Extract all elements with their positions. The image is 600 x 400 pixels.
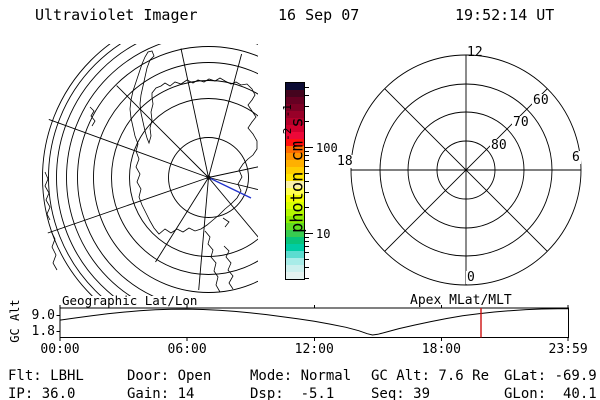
status-field: Mode: Normal: [250, 368, 352, 384]
colorbar-band: [286, 153, 304, 160]
colorbar-band: [286, 202, 304, 209]
status-field: GLat: -69.9: [504, 368, 597, 384]
geo-panel-caption: Geographic Lat/Lon: [62, 293, 198, 308]
satellite-track-line: [208, 176, 252, 199]
mlat-label-70: 70: [512, 115, 530, 130]
colorbar-band: [286, 118, 304, 125]
strip-x-tick-label: 23:59: [548, 342, 588, 357]
mlt-label-18: 18: [336, 154, 354, 169]
status-field: Gain: 14: [127, 386, 195, 400]
colorbar-band: [286, 139, 304, 146]
colorbar-band: [286, 237, 304, 244]
status-field: Flt: LBHL: [8, 368, 84, 384]
apex-panel-caption: Apex MLat/MLT: [410, 293, 512, 308]
mlt-label-12: 12: [467, 45, 483, 60]
strip-x-ticks: [59, 305, 569, 341]
colorbar-gradient: [285, 82, 305, 280]
status-field: Dsp: -5.1: [250, 386, 335, 400]
strip-y-axis-label: GC Alt: [8, 299, 22, 343]
apex-grid: [350, 54, 582, 286]
meridian-lines: [47, 48, 258, 291]
colorbar-band: [286, 216, 304, 223]
colorbar-band: [286, 146, 304, 153]
mlat-label-80: 80: [490, 138, 508, 153]
exponent: -1: [281, 104, 294, 118]
colorbar-band: [286, 244, 304, 251]
strip-x-tick-label: 00:00: [40, 342, 80, 357]
status-field: GC Alt: 7.6 Re: [371, 368, 490, 384]
mlt-label-6: 6: [571, 150, 581, 165]
mlat-label-60: 60: [532, 93, 550, 108]
colorbar-band: [286, 272, 304, 279]
subsatellite-point: [206, 175, 211, 180]
colorbar-band: [286, 223, 304, 230]
strip-x-tick-label: 12:00: [294, 342, 334, 357]
colorbar-band: [286, 104, 304, 111]
colorbar-band: [286, 195, 304, 202]
strip-x-tick-label: 18:00: [421, 342, 461, 357]
mlt-label-0: 0: [466, 270, 476, 285]
colorbar-unit-label: photon cm-2s-1: [281, 104, 308, 234]
geo-map: [42, 44, 258, 296]
colorbar-band: [286, 90, 304, 97]
altitude-strip-chart: [56, 305, 569, 341]
strip-ytick-1-8: 1.8: [31, 324, 55, 339]
colorbar-band: [286, 258, 304, 265]
exponent: -2: [281, 127, 294, 141]
colorbar-band: [286, 160, 304, 167]
time-readout: 19:52:14 UT: [455, 6, 555, 24]
colorbar-band: [286, 111, 304, 118]
colorbar-band: [286, 251, 304, 258]
latitude-circles: [42, 44, 258, 296]
app-title: Ultraviolet Imager: [35, 6, 198, 24]
status-field: GLon: 40.1: [504, 386, 597, 400]
colorbar-band: [286, 209, 304, 216]
colorbar-band: [286, 167, 304, 174]
colorbar-band: [286, 230, 304, 237]
status-field: Door: Open: [127, 368, 212, 384]
colorbar-band: [286, 181, 304, 188]
coastline: [44, 50, 258, 293]
colorbar-band: [286, 132, 304, 139]
colorbar-band: [286, 174, 304, 181]
date-readout: 16 Sep 07: [278, 6, 360, 24]
strip-x-tick-label: 06:00: [167, 342, 207, 357]
altitude-curve: [59, 308, 569, 336]
status-field: IP: 36.0: [8, 386, 76, 400]
status-field: Seq: 39: [371, 386, 431, 400]
colorbar-band: [286, 188, 304, 195]
strip-ytick-9: 9.0: [31, 308, 55, 323]
colorbar-band: [286, 125, 304, 132]
colorbar-band: [286, 265, 304, 272]
colorbar-band: [286, 83, 304, 90]
colorbar-band: [286, 97, 304, 104]
